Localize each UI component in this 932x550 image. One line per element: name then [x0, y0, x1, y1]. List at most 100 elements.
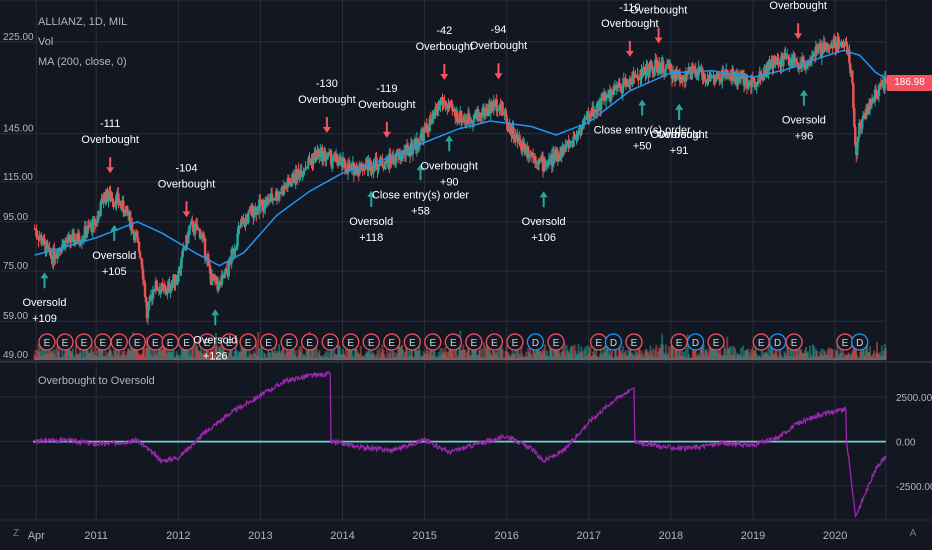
- earnings-badge[interactable]: E: [94, 333, 112, 351]
- candle-body: [139, 257, 143, 259]
- candle: [247, 210, 250, 225]
- candle-body: [306, 165, 309, 169]
- volume-bar: [292, 348, 295, 360]
- volume-bar: [318, 350, 321, 360]
- candle-body: [589, 114, 592, 116]
- badge-letter: E: [429, 338, 436, 349]
- candle-body: [344, 167, 348, 172]
- volume-bar: [678, 349, 681, 360]
- earnings-badge[interactable]: E: [670, 333, 688, 351]
- earnings-badge[interactable]: E: [239, 333, 257, 351]
- candle-body: [134, 232, 138, 236]
- volume-bar: [322, 355, 325, 360]
- earnings-badge[interactable]: E: [383, 333, 401, 351]
- earnings-badge[interactable]: E: [280, 333, 298, 351]
- earnings-badge[interactable]: E: [220, 333, 238, 351]
- candle: [195, 217, 199, 231]
- candle-body: [512, 127, 515, 140]
- volume-bar: [150, 346, 153, 360]
- earnings-badge[interactable]: E: [128, 333, 146, 351]
- symbol-label[interactable]: ALLIANZ, 1D, MIL: [38, 16, 128, 28]
- candle-body: [394, 161, 397, 164]
- earnings-badge[interactable]: E: [110, 333, 128, 351]
- earnings-badge[interactable]: E: [465, 333, 483, 351]
- earnings-badge[interactable]: E: [259, 333, 278, 351]
- timezone-button[interactable]: Z: [12, 528, 20, 539]
- candle-body: [373, 164, 376, 172]
- earnings-badge[interactable]: E: [485, 333, 504, 351]
- earnings-badge[interactable]: E: [177, 333, 196, 351]
- candle-body: [625, 78, 628, 86]
- earnings-badge[interactable]: E: [707, 333, 725, 351]
- candle-body: [142, 279, 146, 284]
- candle-body: [69, 241, 73, 243]
- oscillator-title[interactable]: Overbought to Oversold: [38, 375, 155, 387]
- candle-body: [719, 79, 722, 82]
- volume-bar: [406, 345, 409, 360]
- dividend-badge[interactable]: D: [768, 333, 787, 351]
- earnings-badge[interactable]: E: [321, 333, 339, 351]
- earnings-badge[interactable]: E: [161, 333, 179, 351]
- volume-bar: [875, 341, 878, 360]
- candle: [444, 100, 447, 112]
- earnings-badge[interactable]: E: [38, 333, 56, 351]
- earnings-badge[interactable]: E: [444, 333, 462, 351]
- badge-circle: [851, 333, 869, 351]
- candle: [373, 163, 376, 173]
- earnings-badge[interactable]: E: [301, 333, 319, 351]
- candle-body: [789, 61, 792, 66]
- candle: [723, 72, 726, 79]
- dividend-badge[interactable]: D: [686, 333, 705, 351]
- earnings-badge[interactable]: E: [625, 333, 643, 351]
- earnings-badge[interactable]: E: [75, 333, 93, 351]
- ma-label[interactable]: MA (200, close, 0): [38, 56, 127, 68]
- candle: [654, 53, 657, 76]
- volume-label[interactable]: Vol: [38, 36, 54, 48]
- earnings-badge[interactable]: E: [342, 333, 360, 351]
- up-arrow-icon: [367, 190, 376, 207]
- volume-bar: [455, 347, 458, 360]
- candle: [327, 152, 330, 160]
- earnings-badge[interactable]: E: [198, 333, 216, 351]
- earnings-badge[interactable]: E: [56, 333, 74, 351]
- candle-body: [785, 56, 788, 60]
- dividend-badge[interactable]: D: [604, 333, 623, 351]
- signal-value: -110: [619, 2, 640, 14]
- dividend-badge[interactable]: D: [526, 333, 545, 351]
- candle-body: [300, 170, 303, 177]
- dividend-badge[interactable]: D: [851, 333, 869, 351]
- earnings-badge[interactable]: E: [836, 333, 854, 351]
- candle-body: [854, 126, 857, 145]
- candle: [267, 193, 271, 206]
- volume-bar: [344, 345, 347, 360]
- earnings-badge[interactable]: E: [424, 333, 442, 351]
- earnings-badge[interactable]: E: [403, 333, 421, 351]
- oscillator-line: [34, 370, 887, 519]
- candle-body: [40, 236, 43, 245]
- earnings-badge[interactable]: E: [752, 333, 770, 351]
- volume-bar: [584, 347, 587, 360]
- candle-body: [495, 99, 498, 112]
- volume-bar: [410, 346, 413, 360]
- badge-circle: [321, 333, 339, 351]
- earnings-badge[interactable]: E: [590, 333, 608, 351]
- candle: [793, 52, 796, 65]
- badge-circle: [301, 333, 319, 351]
- earnings-badge[interactable]: E: [547, 333, 565, 351]
- badge-letter: E: [676, 338, 683, 349]
- candle-body: [849, 63, 852, 74]
- candle-body: [184, 247, 187, 249]
- earnings-badge[interactable]: E: [146, 333, 164, 351]
- candle-body: [96, 215, 99, 223]
- volume-bar: [608, 347, 611, 360]
- signal-value: +105: [102, 266, 127, 278]
- volume-bar: [376, 349, 379, 360]
- auto-scale-button[interactable]: A: [909, 528, 917, 539]
- earnings-badge[interactable]: E: [506, 333, 524, 351]
- earnings-badge[interactable]: E: [785, 333, 803, 351]
- earnings-badge[interactable]: E: [362, 333, 380, 351]
- down-arrow-icon: [440, 64, 449, 81]
- candle-body: [548, 157, 552, 160]
- candle: [861, 110, 865, 122]
